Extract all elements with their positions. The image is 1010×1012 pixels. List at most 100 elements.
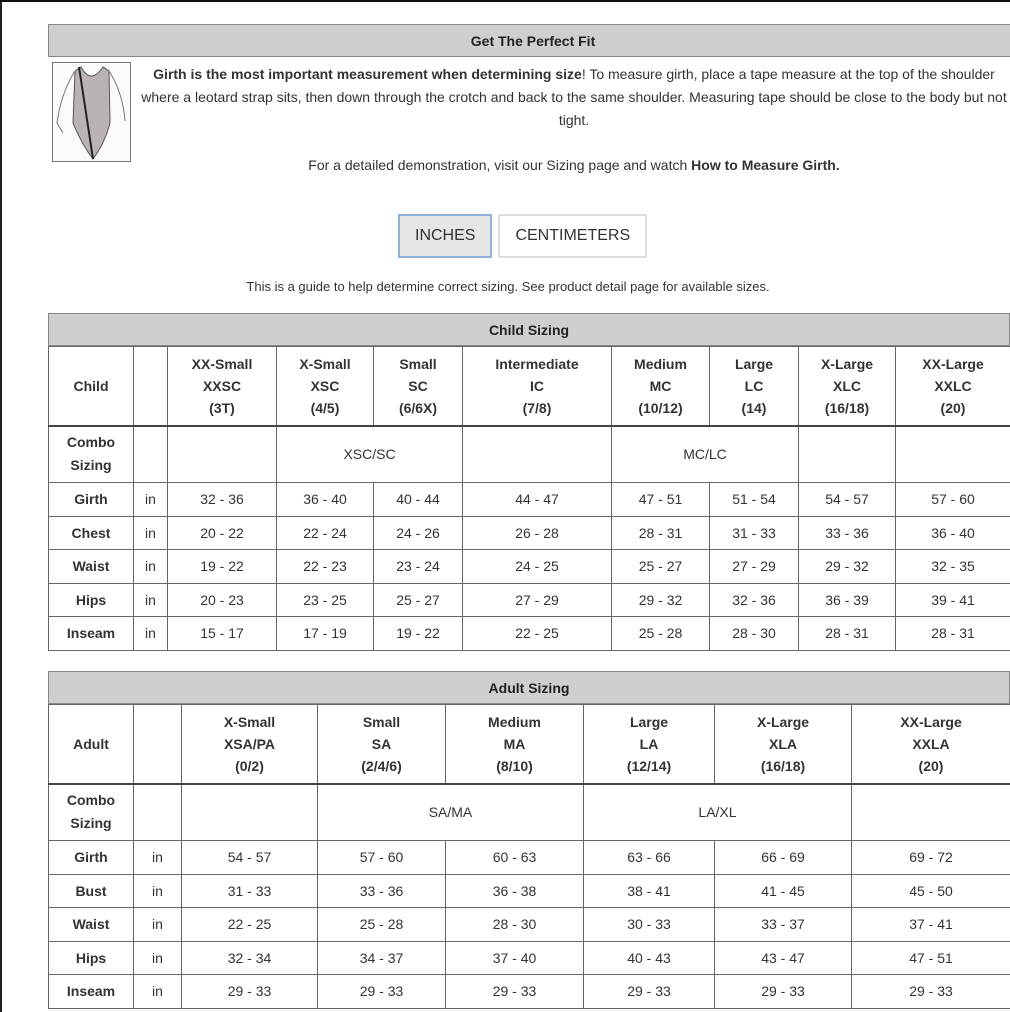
size-header-line: Medium xyxy=(613,353,708,375)
size-header-line: (14) xyxy=(711,397,797,419)
size-header-line: Intermediate xyxy=(464,353,610,375)
unit-cell: in xyxy=(134,975,182,1009)
demo-note: For a detailed demonstration, visit our … xyxy=(138,157,1010,173)
value-cell: 38 - 41 xyxy=(584,874,715,908)
size-header-line: IC xyxy=(464,375,610,397)
row-label: Waist xyxy=(49,550,134,584)
row-label: Hips xyxy=(49,583,134,617)
size-header-line: X-Small xyxy=(278,353,372,375)
size-header-line: (6/6X) xyxy=(375,397,461,419)
size-header-line: (4/5) xyxy=(278,397,372,419)
size-header-line: Small xyxy=(375,353,461,375)
combo-cell xyxy=(168,426,277,483)
size-header-line: XSA/PA xyxy=(183,733,316,755)
size-header-line: SA xyxy=(319,733,444,755)
size-header-line: Medium xyxy=(447,711,582,733)
value-cell: 22 - 25 xyxy=(463,617,612,651)
girth-lead: Girth is the most important measurement … xyxy=(153,66,582,82)
value-cell: 28 - 31 xyxy=(896,617,1010,651)
size-header-line: XX-Large xyxy=(853,711,1009,733)
value-cell: 37 - 40 xyxy=(446,941,584,975)
size-header-line: Large xyxy=(711,353,797,375)
value-cell: 29 - 33 xyxy=(446,975,584,1009)
size-header-line: (2/4/6) xyxy=(319,755,444,777)
combo-sizing-label: Combo Sizing xyxy=(49,784,134,841)
value-cell: 25 - 27 xyxy=(612,550,710,584)
value-cell: 32 - 34 xyxy=(182,941,318,975)
combo-cell: XSC/SC xyxy=(277,426,463,483)
size-header-line: X-Small xyxy=(183,711,316,733)
value-cell: 37 - 41 xyxy=(852,908,1010,942)
value-cell: 22 - 24 xyxy=(277,516,374,550)
value-cell: 29 - 33 xyxy=(852,975,1010,1009)
value-cell: 28 - 30 xyxy=(446,908,584,942)
child-corner-label: Child xyxy=(49,347,134,426)
unit-header xyxy=(134,705,182,784)
unit-cell: in xyxy=(134,941,182,975)
value-cell: 60 - 63 xyxy=(446,841,584,875)
value-cell: 17 - 19 xyxy=(277,617,374,651)
value-cell: 19 - 22 xyxy=(168,550,277,584)
unit-cell: in xyxy=(134,908,182,942)
value-cell: 41 - 45 xyxy=(715,874,852,908)
value-cell: 39 - 41 xyxy=(896,583,1010,617)
child-sizing-title: Child Sizing xyxy=(48,313,1010,346)
value-cell: 29 - 33 xyxy=(715,975,852,1009)
value-cell: 36 - 40 xyxy=(277,483,374,517)
size-header-line: (10/12) xyxy=(613,397,708,419)
value-cell: 57 - 60 xyxy=(896,483,1010,517)
row-label: Waist xyxy=(49,908,134,942)
size-header-line: (20) xyxy=(853,755,1009,777)
value-cell: 54 - 57 xyxy=(182,841,318,875)
guide-note: This is a guide to help determine correc… xyxy=(48,279,968,295)
value-cell: 34 - 37 xyxy=(318,941,446,975)
size-header-line: XLC xyxy=(800,375,894,397)
centimeters-button[interactable]: CENTIMETERS xyxy=(498,214,647,258)
demo-text: For a detailed demonstration, visit our … xyxy=(308,157,691,173)
unit-cell: in xyxy=(134,841,182,875)
adult-corner-label: Adult xyxy=(49,705,134,784)
value-cell: 27 - 29 xyxy=(463,583,612,617)
how-to-measure-link[interactable]: How to Measure Girth. xyxy=(691,157,840,173)
size-header-line: XX-Large xyxy=(897,353,1009,375)
value-cell: 69 - 72 xyxy=(852,841,1010,875)
value-cell: 15 - 17 xyxy=(168,617,277,651)
size-header-line: LC xyxy=(711,375,797,397)
size-chart: Get The Perfect Fit Girth is the most im… xyxy=(48,24,1010,207)
combo-cell: MC/LC xyxy=(612,426,799,483)
fit-header: Get The Perfect Fit xyxy=(48,24,1010,57)
row-label: Hips xyxy=(49,941,134,975)
value-cell: 40 - 44 xyxy=(374,483,463,517)
size-header-line: SC xyxy=(375,375,461,397)
unit-cell: in xyxy=(134,550,168,584)
inches-button[interactable]: INCHES xyxy=(398,214,492,258)
value-cell: 44 - 47 xyxy=(463,483,612,517)
row-label: Inseam xyxy=(49,975,134,1009)
size-header-line: (0/2) xyxy=(183,755,316,777)
combo-unit-cell xyxy=(134,426,168,483)
value-cell: 29 - 33 xyxy=(318,975,446,1009)
value-cell: 29 - 32 xyxy=(799,550,896,584)
value-cell: 33 - 36 xyxy=(799,516,896,550)
combo-cell xyxy=(896,426,1010,483)
value-cell: 57 - 60 xyxy=(318,841,446,875)
value-cell: 23 - 25 xyxy=(277,583,374,617)
combo-cell xyxy=(852,784,1010,841)
size-header-line: Large xyxy=(585,711,713,733)
value-cell: 26 - 28 xyxy=(463,516,612,550)
size-header-line: (16/18) xyxy=(716,755,850,777)
